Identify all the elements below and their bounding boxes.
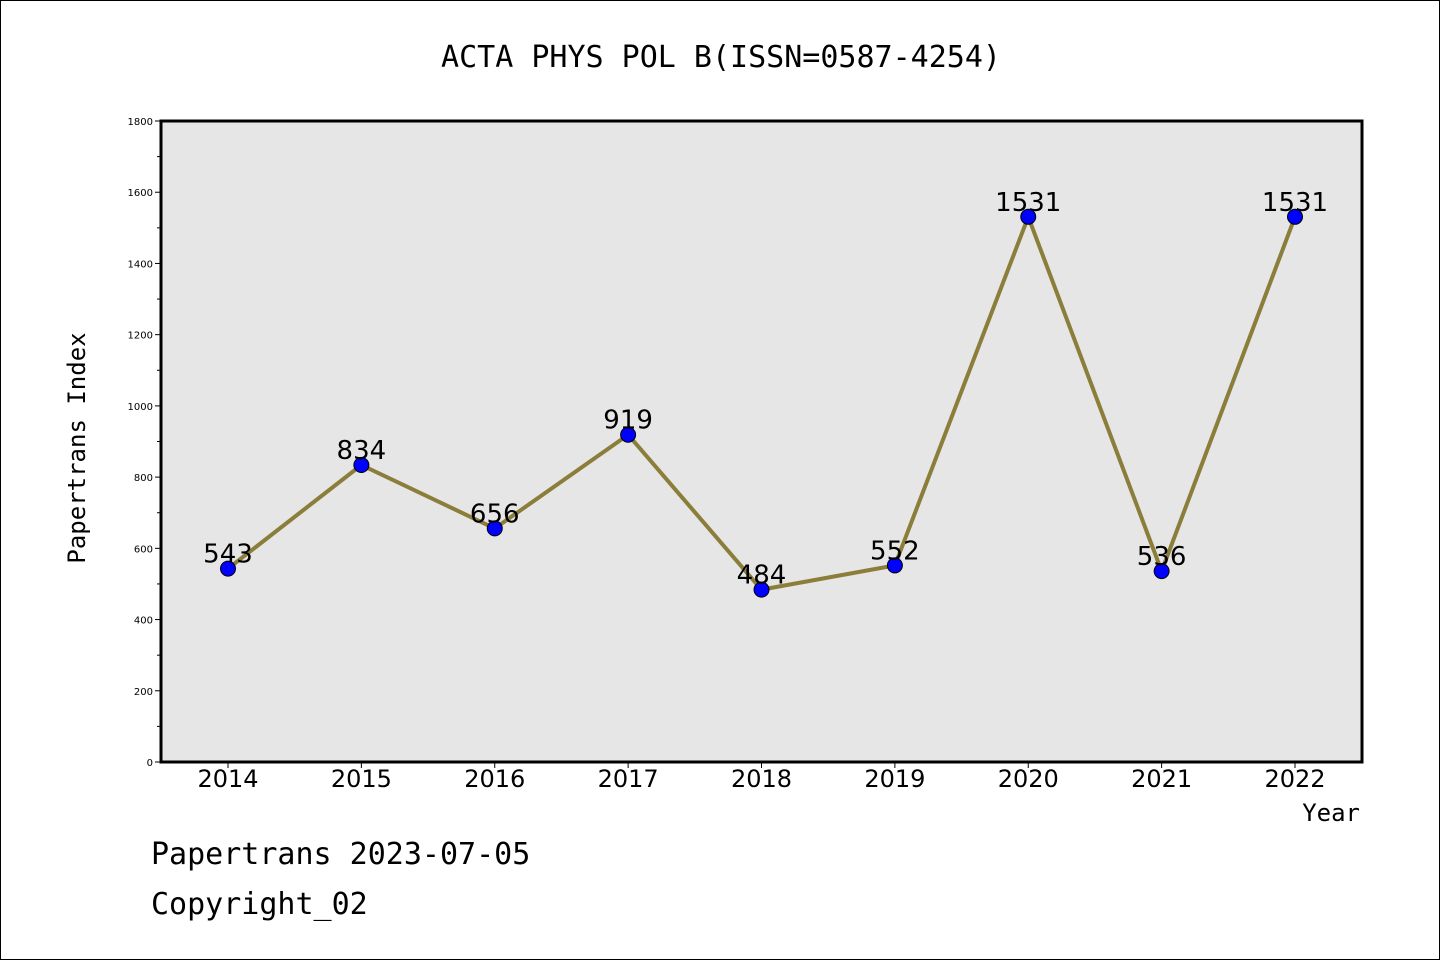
data-point bbox=[1020, 208, 1037, 225]
y-axis-label: Papertrans Index bbox=[63, 332, 91, 563]
data-label: 1531 bbox=[1262, 188, 1328, 218]
data-point bbox=[1153, 563, 1170, 580]
y-tick-label: 1200 bbox=[128, 331, 153, 342]
plot-area bbox=[159, 119, 1364, 764]
x-tick-label: 2015 bbox=[331, 765, 392, 793]
x-tick-label: 2018 bbox=[731, 765, 792, 793]
data-point bbox=[486, 520, 503, 537]
data-label: 834 bbox=[337, 436, 387, 466]
y-tick-label: 1000 bbox=[128, 402, 153, 413]
x-tick-label: 2020 bbox=[998, 765, 1059, 793]
data-label: 484 bbox=[737, 561, 787, 591]
x-tick-label: 2017 bbox=[598, 765, 659, 793]
markers-group bbox=[220, 208, 1303, 598]
x-tick-label: 2014 bbox=[197, 765, 258, 793]
data-point bbox=[1287, 208, 1303, 225]
data-point bbox=[753, 581, 770, 598]
data-label: 543 bbox=[203, 540, 253, 570]
data-label: 919 bbox=[603, 406, 653, 436]
y-tick-label: 200 bbox=[134, 687, 153, 698]
footer-copyright: Copyright_02 bbox=[151, 887, 368, 922]
x-tick-label: 2016 bbox=[464, 765, 525, 793]
y-tick-label: 800 bbox=[134, 473, 153, 484]
x-axis-label: Year bbox=[1302, 799, 1360, 827]
data-labels-group: 543 834 656 919 484 552 1531 536 1531 bbox=[203, 188, 1328, 591]
chart-title: ACTA PHYS POL B(ISSN=0587-4254) bbox=[441, 40, 1001, 75]
footer-date: Papertrans 2023-07-05 bbox=[151, 837, 530, 872]
data-point bbox=[353, 457, 370, 474]
data-point bbox=[620, 426, 637, 443]
data-label: 1531 bbox=[995, 188, 1061, 218]
data-label: 552 bbox=[870, 536, 920, 566]
y-tick-label: 1800 bbox=[128, 117, 153, 128]
x-tick-label: 2021 bbox=[1131, 765, 1192, 793]
data-point bbox=[886, 557, 903, 574]
y-tick-label: 1600 bbox=[128, 188, 153, 199]
y-tick-label: 600 bbox=[134, 544, 153, 555]
x-axis: 2014 2015 2016 2017 2018 2019 2020 2021 2022 bbox=[197, 762, 1326, 793]
x-tick-label: 2019 bbox=[864, 765, 925, 793]
data-point bbox=[220, 560, 236, 577]
x-tick-label: 2022 bbox=[1264, 765, 1325, 793]
y-tick-label: 0 bbox=[147, 758, 153, 769]
y-tick-label: 400 bbox=[134, 616, 153, 627]
data-label: 536 bbox=[1137, 542, 1187, 572]
y-axis: 0 200 400 600 800 1000 1200 1400 1600 1800 bbox=[128, 117, 161, 769]
y-tick-label: 1400 bbox=[128, 259, 153, 270]
data-label: 656 bbox=[470, 499, 520, 529]
